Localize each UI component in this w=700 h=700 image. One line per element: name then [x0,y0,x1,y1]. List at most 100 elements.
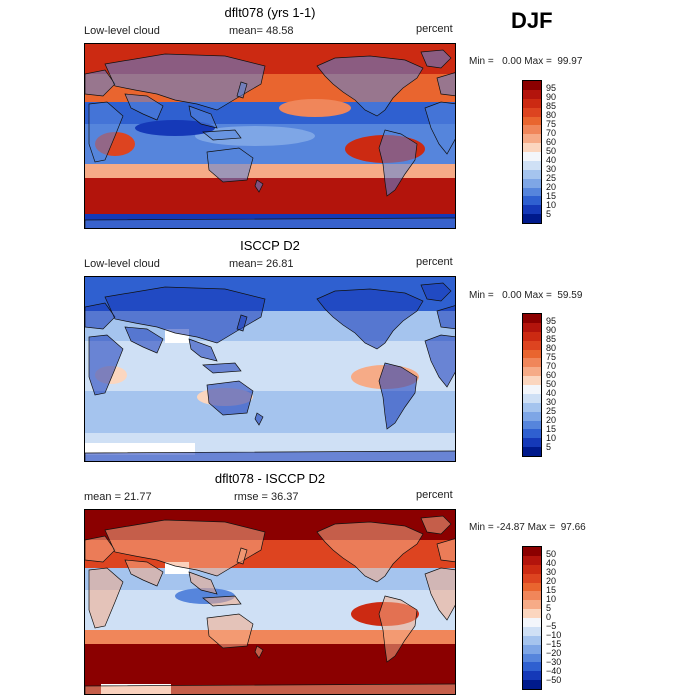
panel-1-title: dflt078 (yrs 1-1) [224,5,316,20]
band-transition [85,164,455,178]
colorbar-tick-label: 5 [546,209,552,219]
band-southern-ocean [85,178,455,214]
colorbar-swatch [523,573,541,583]
continent-africa [88,334,124,396]
continent-africa-east [424,567,455,621]
continent-south-america [378,595,418,663]
colorbar-swatch [523,314,541,323]
panel-3-colorbar-ticks: 50 40 30 20 15 10 5 0 −5 −10 −15 −20 −30 −40 −50 [546,546,586,690]
continent-greenland [420,515,452,535]
colorbar-swatch [523,671,541,681]
continent-maritime [202,129,242,141]
panel-2-colorbar [522,313,542,457]
colorbar-tick-label: 50 [546,379,557,389]
continent-antarctica [85,683,455,694]
continent-japan [236,314,248,332]
panel-3-units-label: percent [416,489,453,501]
colorbar-tick-label: 60 [546,370,557,380]
panel-1-colorbar-ticks: 95 90 85 80 75 70 60 50 40 30 25 20 15 10 5 [546,80,586,224]
panel-2-minmax: Min = 0.00 Max = 59.59 [469,290,583,301]
continent-se-asia [188,105,218,129]
colorbar-tick-label: 10 [546,200,557,210]
panel-2-units-label: percent [416,256,453,268]
colorbar-swatch [523,662,541,672]
colorbar-swatch [523,653,541,663]
colorbar-tick-label: −40 [546,666,562,676]
colorbar-swatch [523,205,541,215]
colorbar-swatch [523,564,541,574]
continent-japan [236,547,248,565]
colorbar-tick-label: 20 [546,415,557,425]
colorbar-swatch [523,169,541,179]
continent-europe [85,302,116,330]
missing-data-antarctica [85,443,195,455]
colorbar-tick-label: 30 [546,567,557,577]
continent-south-america [378,362,418,430]
colorbar-swatch [523,214,541,223]
colorbar-swatch [523,160,541,170]
panel-3-map [84,509,456,695]
continent-japan [236,81,248,99]
continent-north-america [316,288,424,350]
colorbar-tick-label: 75 [546,352,557,362]
panel-1-colorbar [522,80,542,224]
indian-ocean-patch [135,120,215,136]
panel-3-title: dflt078 - ISCCP D2 [214,471,326,486]
colorbar-swatch [523,322,541,332]
colorbar-swatch [523,618,541,627]
continent-maritime [202,595,242,607]
colorbar-swatch [523,393,541,403]
colorbar-tick-label: −30 [546,657,562,667]
panel-3-mean-label: mean = 21.77 [84,491,152,503]
panel-1-mean-label: mean= 48.58 [229,25,294,37]
colorbar-swatch [523,420,541,430]
colorbar-swatch [523,402,541,412]
continent-africa [88,567,124,629]
colorbar-tick-label: 25 [546,406,557,416]
colorbar-tick-label: 15 [546,191,557,201]
panel-1-map [84,43,456,229]
continent-new-zealand [254,179,264,193]
colorbar-tick-label: 40 [546,558,557,568]
colorbar-swatch [523,644,541,654]
continent-arabia-india [124,326,164,354]
continent-north-america [316,55,424,117]
continent-se-asia [188,338,218,362]
continent-australia [206,380,254,416]
colorbar-tick-label: 95 [546,316,557,326]
panel-1-minmax: Min = 0.00 Max = 99.97 [469,56,583,67]
colorbar-tick-label: 50 [546,549,557,559]
colorbar-swatch [523,600,541,610]
colorbar-tick-label: 15 [546,424,557,434]
panel-1-variable-label: Low-level cloud [84,25,160,37]
colorbar-tick-label: 20 [546,576,557,586]
colorbar-tick-label: −20 [546,648,562,658]
colorbar-swatch [523,367,541,377]
continent-new-zealand [254,412,264,426]
colorbar-swatch [523,547,541,556]
colorbar-tick-label: 30 [546,397,557,407]
panel-2-map [84,276,456,462]
panel-3-minmax: Min = -24.87 Max = 97.66 [469,522,586,533]
colorbar-tick-label: 30 [546,164,557,174]
colorbar-swatch [523,358,541,368]
panel-3-colorbar [522,546,542,690]
colorbar-tick-label: 0 [546,612,552,622]
continent-greenland [420,49,452,69]
continent-antarctica [85,450,455,461]
colorbar-swatch [523,187,541,197]
panel-1-units-label: percent [416,23,453,35]
colorbar-swatch [523,385,541,394]
season-label: DJF [511,8,553,33]
colorbar-tick-label: 90 [546,325,557,335]
colorbar-tick-label: 95 [546,83,557,93]
colorbar-swatch [523,555,541,565]
colorbar-swatch [523,116,541,126]
colorbar-swatch [523,447,541,456]
colorbar-tick-label: 20 [546,182,557,192]
colorbar-tick-label: 40 [546,155,557,165]
colorbar-swatch [523,152,541,161]
colorbar-swatch [523,429,541,439]
colorbar-swatch [523,438,541,448]
colorbar-tick-label: 50 [546,146,557,156]
